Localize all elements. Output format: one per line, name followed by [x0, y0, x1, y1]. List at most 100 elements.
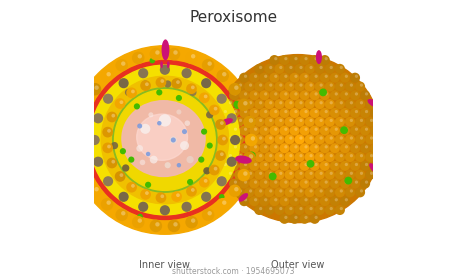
Circle shape: [228, 83, 241, 95]
Circle shape: [310, 161, 320, 171]
Circle shape: [214, 55, 382, 223]
Circle shape: [112, 114, 115, 118]
Circle shape: [314, 198, 318, 201]
Circle shape: [370, 154, 373, 157]
Circle shape: [202, 59, 214, 71]
Circle shape: [224, 145, 227, 148]
Circle shape: [254, 99, 264, 109]
Circle shape: [345, 187, 355, 197]
Circle shape: [214, 134, 224, 144]
Circle shape: [330, 66, 333, 69]
Circle shape: [107, 129, 111, 133]
Circle shape: [330, 154, 333, 157]
Circle shape: [284, 117, 295, 127]
Ellipse shape: [137, 114, 188, 160]
Circle shape: [284, 163, 288, 166]
Circle shape: [80, 169, 92, 181]
Circle shape: [203, 167, 211, 174]
Circle shape: [207, 61, 212, 66]
Circle shape: [239, 90, 249, 101]
Circle shape: [115, 59, 128, 71]
Circle shape: [310, 189, 313, 193]
Circle shape: [290, 73, 299, 83]
Circle shape: [315, 152, 325, 162]
Circle shape: [264, 205, 275, 215]
Circle shape: [71, 46, 259, 234]
Circle shape: [310, 143, 320, 153]
Circle shape: [149, 48, 162, 60]
Circle shape: [314, 128, 318, 131]
Circle shape: [299, 73, 310, 83]
Circle shape: [355, 163, 358, 166]
Circle shape: [294, 145, 297, 148]
Circle shape: [304, 205, 315, 215]
Circle shape: [222, 137, 226, 141]
Circle shape: [269, 66, 272, 69]
Circle shape: [206, 111, 213, 118]
Circle shape: [222, 200, 226, 205]
Circle shape: [345, 198, 348, 201]
Circle shape: [290, 125, 299, 136]
Circle shape: [320, 73, 330, 83]
Circle shape: [249, 118, 253, 123]
Circle shape: [234, 181, 237, 184]
Circle shape: [340, 143, 350, 153]
Circle shape: [284, 170, 295, 180]
Circle shape: [304, 117, 315, 127]
Circle shape: [234, 187, 239, 192]
Circle shape: [269, 101, 272, 104]
Circle shape: [330, 143, 340, 153]
Circle shape: [310, 214, 320, 224]
Circle shape: [249, 101, 252, 104]
Circle shape: [214, 107, 218, 111]
Circle shape: [375, 163, 378, 166]
Circle shape: [294, 92, 297, 95]
Circle shape: [330, 108, 340, 118]
Circle shape: [264, 110, 267, 113]
Circle shape: [264, 187, 275, 197]
Circle shape: [186, 186, 197, 197]
Circle shape: [325, 57, 328, 60]
Ellipse shape: [368, 99, 380, 108]
Circle shape: [314, 181, 318, 184]
Circle shape: [299, 125, 310, 136]
Circle shape: [106, 112, 117, 122]
Circle shape: [355, 110, 358, 113]
Circle shape: [106, 72, 111, 76]
Circle shape: [275, 134, 284, 144]
Circle shape: [319, 101, 323, 104]
Circle shape: [310, 66, 313, 69]
Circle shape: [340, 136, 343, 140]
Circle shape: [290, 108, 299, 118]
Circle shape: [320, 143, 330, 153]
Circle shape: [330, 161, 340, 171]
Circle shape: [269, 207, 272, 210]
Circle shape: [264, 145, 267, 148]
Circle shape: [199, 92, 210, 103]
Circle shape: [299, 207, 303, 210]
Circle shape: [294, 128, 297, 131]
Circle shape: [119, 192, 129, 202]
Circle shape: [340, 154, 343, 157]
Circle shape: [355, 152, 365, 162]
Circle shape: [229, 119, 232, 122]
Circle shape: [156, 89, 163, 95]
Circle shape: [121, 211, 126, 215]
Circle shape: [164, 80, 171, 88]
Circle shape: [315, 170, 325, 180]
Circle shape: [350, 179, 360, 189]
Circle shape: [244, 99, 254, 109]
Circle shape: [295, 64, 304, 74]
Circle shape: [304, 187, 315, 197]
Circle shape: [254, 81, 264, 92]
Circle shape: [365, 134, 375, 144]
Circle shape: [173, 222, 178, 227]
Text: Outer view: Outer view: [271, 260, 325, 270]
Circle shape: [244, 145, 247, 148]
Circle shape: [229, 143, 239, 153]
Circle shape: [239, 136, 242, 140]
Circle shape: [85, 171, 90, 176]
Circle shape: [94, 187, 99, 192]
Circle shape: [138, 68, 149, 78]
Circle shape: [284, 75, 288, 78]
